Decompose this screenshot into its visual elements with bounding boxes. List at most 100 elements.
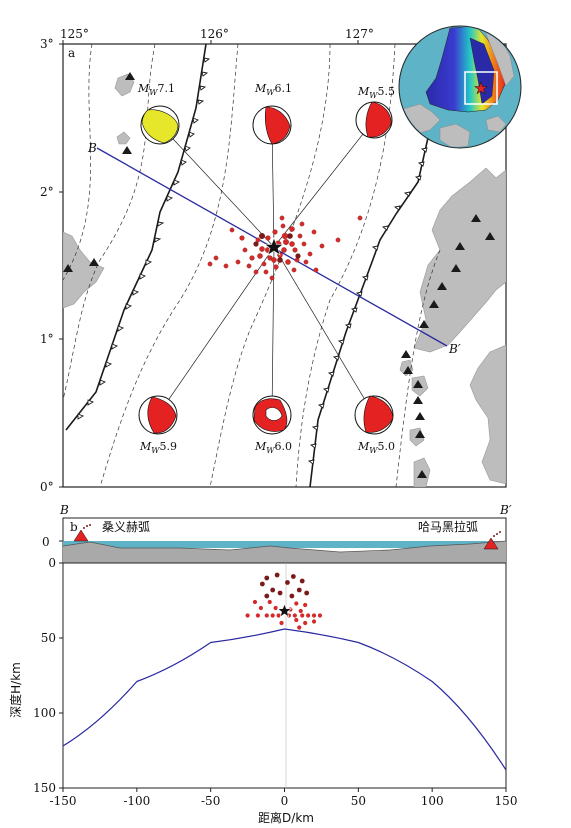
y-tick-label: 0 xyxy=(48,556,56,570)
hypocenter-point xyxy=(270,587,276,593)
hypocenter-point xyxy=(292,613,297,618)
inset-study-box xyxy=(464,71,498,105)
y-tick-label: 150 xyxy=(33,781,56,795)
y-tick-label: 3° xyxy=(40,37,54,51)
hypocenter-point xyxy=(270,613,275,618)
hypocenter-point xyxy=(300,613,305,618)
surface-tick-label: 0 xyxy=(42,535,50,549)
compressional-quadrant xyxy=(363,395,394,433)
x-tick-label: 50 xyxy=(351,794,366,808)
inset-slab-east xyxy=(469,37,495,105)
mainshock-star xyxy=(264,237,284,256)
hypocenter-point xyxy=(298,608,303,614)
profile-label-start: B xyxy=(87,141,97,155)
sulawesi-land xyxy=(63,231,105,309)
x-ticks xyxy=(62,40,359,44)
inset-land xyxy=(400,103,507,147)
bathymetry-fill xyxy=(63,541,506,563)
hypocenter-point xyxy=(259,581,265,587)
hypocenter-point xyxy=(277,590,283,596)
mechanism-leaders xyxy=(157,119,375,416)
y-ticks xyxy=(59,43,63,488)
map-panel: 125° 126° 127° 3° 2° 1° 0° a B B′ MW7.1 … xyxy=(40,25,522,494)
mw-label: MW5.5 xyxy=(357,85,395,100)
hypocenter-point xyxy=(267,599,272,605)
section-plot-frame xyxy=(62,562,507,789)
depth-contour xyxy=(99,44,239,487)
focal-mechanism-1: MW7.1 xyxy=(137,82,180,145)
focal-mechanism-5: MW6.0 xyxy=(252,395,292,455)
hypocenter-point xyxy=(317,613,323,618)
y-tick-label: 100 xyxy=(33,706,56,720)
hypocenter-point xyxy=(296,587,302,593)
compressional-quadrant xyxy=(141,109,179,144)
hypocenter-point xyxy=(304,590,310,596)
hypocenter-point xyxy=(273,605,278,611)
section-panel: B B′ b 桑义赫弧 哈马黑拉弧 0 -150 -100 -50 0 50 100 150… xyxy=(8,503,517,825)
x-tick-label: 125° xyxy=(60,27,89,41)
compressional-quadrant xyxy=(365,101,392,138)
x-tick-label: -50 xyxy=(201,794,220,808)
focal-mechanism-2: MW6.1 xyxy=(252,82,292,145)
y-tick-label: 0° xyxy=(40,480,54,494)
hypocenter-point xyxy=(276,613,281,618)
x-tick-label: 100 xyxy=(421,794,444,808)
x-axis-label: 距离D/km xyxy=(258,810,314,825)
depth-contour xyxy=(63,44,156,401)
hypocenter-point xyxy=(311,613,317,618)
slab-interface-curve xyxy=(63,628,506,771)
hypocenter-point xyxy=(264,593,270,599)
section-volcano-left xyxy=(73,524,91,542)
mw-label: MW5.0 xyxy=(357,440,395,455)
left-arc-label: 桑义赫弧 xyxy=(102,520,150,534)
x-tick-label: 126° xyxy=(200,27,229,41)
epicenter-dark xyxy=(253,233,301,263)
volcanoes xyxy=(63,72,495,478)
sea-layer xyxy=(63,541,506,548)
halmahera-arm xyxy=(469,344,506,485)
hypocenter-point xyxy=(255,613,261,618)
sangihe-teeth xyxy=(77,57,211,420)
x-axis-ticks: -150 -100 -50 0 50 100 150 xyxy=(50,788,517,808)
mw-label: MW6.0 xyxy=(254,440,292,455)
panel-label-b: b xyxy=(70,520,78,534)
small-island-2 xyxy=(116,131,131,145)
eruption-dots xyxy=(83,524,91,529)
section-volcano-right xyxy=(483,531,501,550)
hypocenter-point xyxy=(274,572,280,578)
depth-contour xyxy=(395,249,441,487)
mw-label: MW7.1 xyxy=(137,82,175,97)
section-label-start: B xyxy=(59,503,69,517)
y-axis-ticks: 0 50 100 150 xyxy=(33,556,63,795)
hypocenter-point xyxy=(279,620,284,626)
hypocenter-point xyxy=(285,580,290,585)
hypocenter-layer xyxy=(245,572,323,630)
y-tick-label: 50 xyxy=(41,631,56,645)
hypocenter-point xyxy=(303,602,308,608)
panel-label-a: a xyxy=(68,46,75,60)
compressional-quadrant xyxy=(264,106,291,145)
depth-contour xyxy=(63,44,93,281)
x-tick-label: -150 xyxy=(50,794,77,808)
mw-label: MW5.9 xyxy=(139,440,177,455)
x-tick-label: 127° xyxy=(345,27,374,41)
hypocenter-point xyxy=(306,613,311,618)
hypocenter-point xyxy=(299,578,305,584)
focal-mechanism-4: MW5.9 xyxy=(138,395,178,455)
hypocenter-point xyxy=(289,593,295,599)
right-arc-label: 哈马黑拉弧 xyxy=(418,519,478,534)
y-tick-label: 1° xyxy=(40,332,54,346)
hypocenter-point xyxy=(264,613,269,618)
dilatational-quadrant xyxy=(265,407,283,421)
focal-mechanism-3: MW5.5 xyxy=(355,85,395,139)
x-tick-label: -100 xyxy=(123,794,150,808)
inset-globe xyxy=(398,25,522,149)
hypocenter-point xyxy=(245,613,250,618)
hypocenter-point xyxy=(311,619,317,624)
hypocenter-point xyxy=(294,601,299,606)
hypocenter-point xyxy=(303,620,308,626)
hypocenter-point xyxy=(294,617,299,623)
hypocenter-point xyxy=(297,625,302,630)
y-tick-label: 2° xyxy=(40,185,54,199)
compressional-quadrant xyxy=(147,396,177,434)
